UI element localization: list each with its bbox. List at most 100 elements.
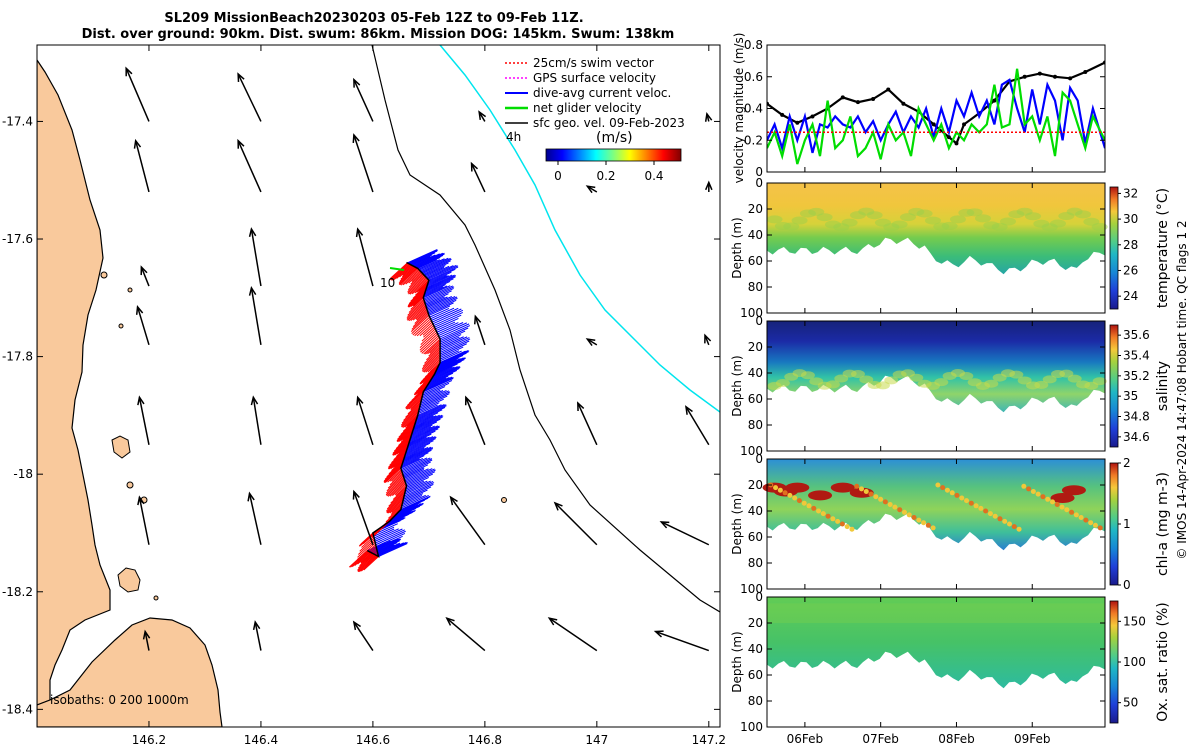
current-vector xyxy=(418,259,440,270)
current-vector xyxy=(367,540,391,552)
swim-vector xyxy=(388,505,403,519)
swim-vector xyxy=(410,293,425,307)
current-vector xyxy=(403,483,434,499)
swim-vector xyxy=(400,408,420,426)
current-vector xyxy=(429,307,450,318)
land-mass xyxy=(37,58,111,706)
current-vector xyxy=(413,252,444,267)
chla-sample xyxy=(835,518,841,524)
current-vector xyxy=(411,426,432,437)
swim-vector xyxy=(421,328,436,342)
swim-vector xyxy=(393,435,412,452)
swim-vector xyxy=(427,360,441,373)
current-vector xyxy=(424,290,452,304)
current-vector xyxy=(404,481,434,495)
current-vector xyxy=(411,256,431,266)
swim-vector xyxy=(420,330,437,345)
swim-vector xyxy=(404,415,419,428)
swim-vector xyxy=(402,269,420,286)
current-vector xyxy=(415,255,444,269)
swim-vector xyxy=(398,421,417,438)
current-vector xyxy=(420,390,450,405)
velocity-point xyxy=(840,95,845,100)
swim-vector xyxy=(357,544,377,562)
swim-vector xyxy=(408,396,423,410)
chla-sample xyxy=(911,515,917,520)
swim-vector xyxy=(411,316,431,334)
section-patch xyxy=(909,373,924,382)
current-vector xyxy=(403,482,435,497)
depth-tick-label: 20 xyxy=(748,202,763,216)
swim-vector xyxy=(416,281,429,293)
current-vector xyxy=(375,533,406,547)
swim-vector xyxy=(386,492,406,510)
current-vector xyxy=(416,405,447,420)
current-vector xyxy=(425,293,449,305)
current-vector xyxy=(415,406,446,421)
swim-vector xyxy=(358,553,375,569)
section-patch xyxy=(1092,377,1107,386)
map-colorbar-tick-label: 0.2 xyxy=(596,169,615,183)
swim-vector xyxy=(413,296,425,307)
geo-vector-arrowhead xyxy=(449,495,458,506)
velocity-point xyxy=(886,87,891,92)
swim-vector xyxy=(410,315,430,332)
swim-vector xyxy=(408,273,424,288)
section-patch xyxy=(891,220,908,229)
current-vector xyxy=(405,480,428,492)
date-tick-label: 09Feb xyxy=(1014,732,1051,746)
swim-vector xyxy=(403,404,421,421)
swim-vector xyxy=(411,272,423,282)
date-tick-label: 07Feb xyxy=(862,732,899,746)
geo-vector-arrowhead xyxy=(585,338,596,347)
geo-vector-arrowhead xyxy=(352,489,360,500)
current-vector xyxy=(404,447,425,458)
current-vector xyxy=(421,390,444,401)
velocity-point xyxy=(901,101,906,106)
chla-sample xyxy=(1011,524,1017,530)
islet xyxy=(501,497,507,503)
swim-vector xyxy=(405,393,424,410)
islet xyxy=(153,595,159,601)
current-vector xyxy=(439,327,469,342)
current-vector xyxy=(427,299,457,314)
geo-vector-arrowhead xyxy=(137,495,145,506)
depth-tick-label: 40 xyxy=(748,366,763,380)
oxygen-section: 0 20 40 60 80 100 Depth (m) 50 100 150 Ox. sat. ra… xyxy=(730,590,1171,734)
swim-vector xyxy=(410,286,428,302)
swim-vector xyxy=(416,321,433,337)
current-vector xyxy=(431,366,458,379)
section-patch xyxy=(850,370,865,379)
current-vector xyxy=(411,421,438,434)
swim-vector xyxy=(396,425,415,442)
section-patch xyxy=(1050,219,1067,228)
velocity-point xyxy=(1052,74,1057,79)
swim-vector xyxy=(360,552,373,564)
swim-vector xyxy=(394,441,410,456)
swim-vector xyxy=(421,336,440,354)
current-vector xyxy=(418,402,440,413)
current-vector xyxy=(401,494,426,507)
chla-sample xyxy=(940,485,946,491)
swim-vector xyxy=(400,431,413,443)
current-vector xyxy=(437,322,464,335)
chla-sample xyxy=(987,511,993,517)
chla-sample xyxy=(901,509,907,515)
chla-sample xyxy=(782,490,788,496)
current-vector xyxy=(412,416,443,431)
swim-vector xyxy=(357,542,376,560)
current-vector xyxy=(425,296,448,308)
current-vector xyxy=(405,468,435,483)
velocity-series-line xyxy=(767,61,1105,146)
current-vector xyxy=(439,337,470,352)
current-vector xyxy=(431,308,462,323)
colorbar-tick-label: 1 xyxy=(1123,517,1131,531)
current-vector xyxy=(406,436,436,450)
swim-vector xyxy=(384,467,402,483)
depth-tick-label: 100 xyxy=(740,306,763,320)
swim-vector xyxy=(398,267,417,284)
current-vector xyxy=(401,458,433,473)
current-vector xyxy=(411,424,433,435)
swim-vector xyxy=(389,500,404,514)
geo-vector-arrow xyxy=(554,502,598,546)
